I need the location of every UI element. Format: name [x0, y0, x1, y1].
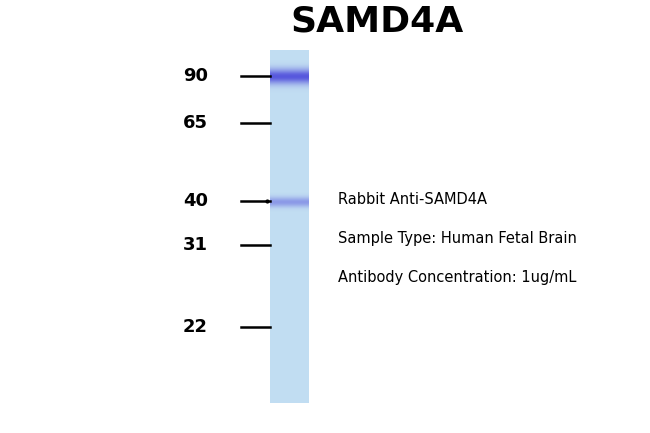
Text: Sample Type: Human Fetal Brain: Sample Type: Human Fetal Brain — [338, 231, 577, 246]
Text: 22: 22 — [183, 318, 208, 336]
Text: 65: 65 — [183, 114, 208, 132]
Text: SAMD4A: SAMD4A — [291, 5, 463, 39]
Text: 40: 40 — [183, 192, 208, 210]
Text: 31: 31 — [183, 236, 208, 254]
Text: Rabbit Anti-SAMD4A: Rabbit Anti-SAMD4A — [338, 192, 487, 207]
Text: 90: 90 — [183, 67, 208, 85]
Text: Antibody Concentration: 1ug/mL: Antibody Concentration: 1ug/mL — [338, 270, 577, 284]
